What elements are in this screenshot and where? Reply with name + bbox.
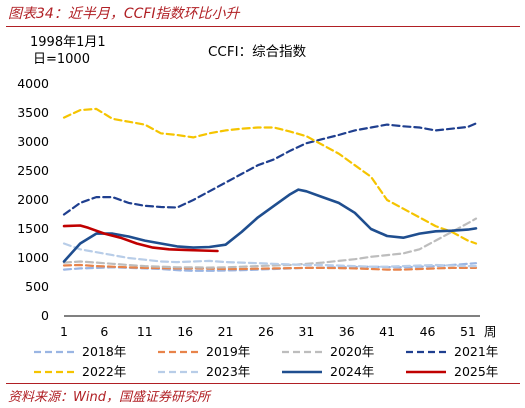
source-divider <box>6 383 520 384</box>
x-tick-label: 11 <box>137 324 153 339</box>
y-tick-label: 0 <box>41 308 49 323</box>
x-tick-label: 6 <box>100 324 108 339</box>
series-lines <box>62 107 478 272</box>
legend-label: 2025年 <box>454 364 498 379</box>
series-line-2021年 <box>62 122 478 216</box>
chart-title: CCFI：综合指数 <box>208 44 307 60</box>
x-tick-label: 21 <box>218 324 234 339</box>
x-tick-label: 41 <box>379 324 395 339</box>
legend-label: 2023年 <box>206 364 250 379</box>
y-axis-unit-line-1: 1998年1月1 <box>30 35 106 50</box>
y-tick-label: 1500 <box>17 221 49 236</box>
legend-label: 2020年 <box>330 344 374 359</box>
x-tick-label: 46 <box>420 324 436 339</box>
y-tick-label: 500 <box>25 279 49 294</box>
series-line-2020年 <box>62 217 478 269</box>
y-tick-label: 4000 <box>17 76 49 91</box>
y-tick-label: 3500 <box>17 105 49 120</box>
y-tick-labels: 0 500 1000 1500 2000 2500 3000 3500 4000 <box>17 76 49 323</box>
x-tick-labels: 1 6 11 16 21 26 31 36 41 46 51 <box>60 324 476 339</box>
y-axis-unit-line-2: 日=1000 <box>33 52 90 67</box>
series-line-2022年 <box>62 107 478 245</box>
title-divider <box>6 26 520 27</box>
figure-title: 图表34：近半月，CCFI指数环比小升 <box>8 6 240 22</box>
x-axis-unit: 周 <box>484 324 497 339</box>
x-tick-label: 26 <box>258 324 274 339</box>
y-tick-label: 2000 <box>17 192 49 207</box>
y-tick-label: 3000 <box>17 134 49 149</box>
legend: 2018年 2019年 2020年 2021年 2022年 2023年 2024年 2025年 <box>34 344 498 379</box>
source-note: 资料来源：Wind，国盛证券研究所 <box>8 390 210 405</box>
x-tick-label: 1 <box>60 324 68 339</box>
x-tick-label: 36 <box>339 324 355 339</box>
legend-label: 2019年 <box>206 344 250 359</box>
legend-label: 2021年 <box>454 344 498 359</box>
legend-label: 2018年 <box>82 344 126 359</box>
x-tick-label: 16 <box>177 324 193 339</box>
y-tick-label: 2500 <box>17 163 49 178</box>
x-tick-label: 51 <box>460 324 476 339</box>
series-line-2019年 <box>62 263 478 271</box>
y-tick-label: 1000 <box>17 250 49 265</box>
series-line-2023年 <box>62 242 478 268</box>
legend-label: 2022年 <box>82 364 126 379</box>
x-tick-label: 31 <box>298 324 314 339</box>
series-line-2024年 <box>62 188 478 263</box>
series-line-2025年 <box>62 224 219 253</box>
legend-label: 2024年 <box>330 364 374 379</box>
